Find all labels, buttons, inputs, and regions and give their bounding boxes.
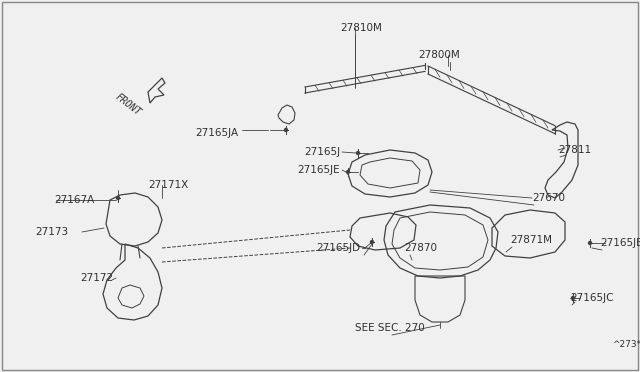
- Text: 27172: 27172: [80, 273, 113, 283]
- Text: SEE SEC. 270: SEE SEC. 270: [355, 323, 425, 333]
- Circle shape: [285, 128, 287, 131]
- Text: 27811: 27811: [558, 145, 591, 155]
- Text: 27165JA: 27165JA: [195, 128, 238, 138]
- Text: 27165J: 27165J: [304, 147, 340, 157]
- Text: FRONT: FRONT: [113, 92, 143, 118]
- Text: 27670: 27670: [532, 193, 565, 203]
- Circle shape: [371, 241, 374, 244]
- Text: 27871M: 27871M: [510, 235, 552, 245]
- Circle shape: [356, 151, 360, 154]
- Text: 27173: 27173: [35, 227, 68, 237]
- Circle shape: [589, 241, 591, 244]
- Text: 27800M: 27800M: [418, 50, 460, 60]
- Text: ^273*0P/: ^273*0P/: [612, 340, 640, 349]
- Text: 27870: 27870: [404, 243, 437, 253]
- Text: 27171X: 27171X: [148, 180, 188, 190]
- Circle shape: [346, 170, 349, 173]
- Text: 27810M: 27810M: [340, 23, 382, 33]
- Text: 27165JD: 27165JD: [316, 243, 360, 253]
- Circle shape: [572, 296, 575, 299]
- Text: 27167A: 27167A: [54, 195, 94, 205]
- Text: 27165JC: 27165JC: [570, 293, 614, 303]
- Text: 27165JE: 27165JE: [298, 165, 340, 175]
- Circle shape: [116, 196, 120, 199]
- Text: 27165JB: 27165JB: [600, 238, 640, 248]
